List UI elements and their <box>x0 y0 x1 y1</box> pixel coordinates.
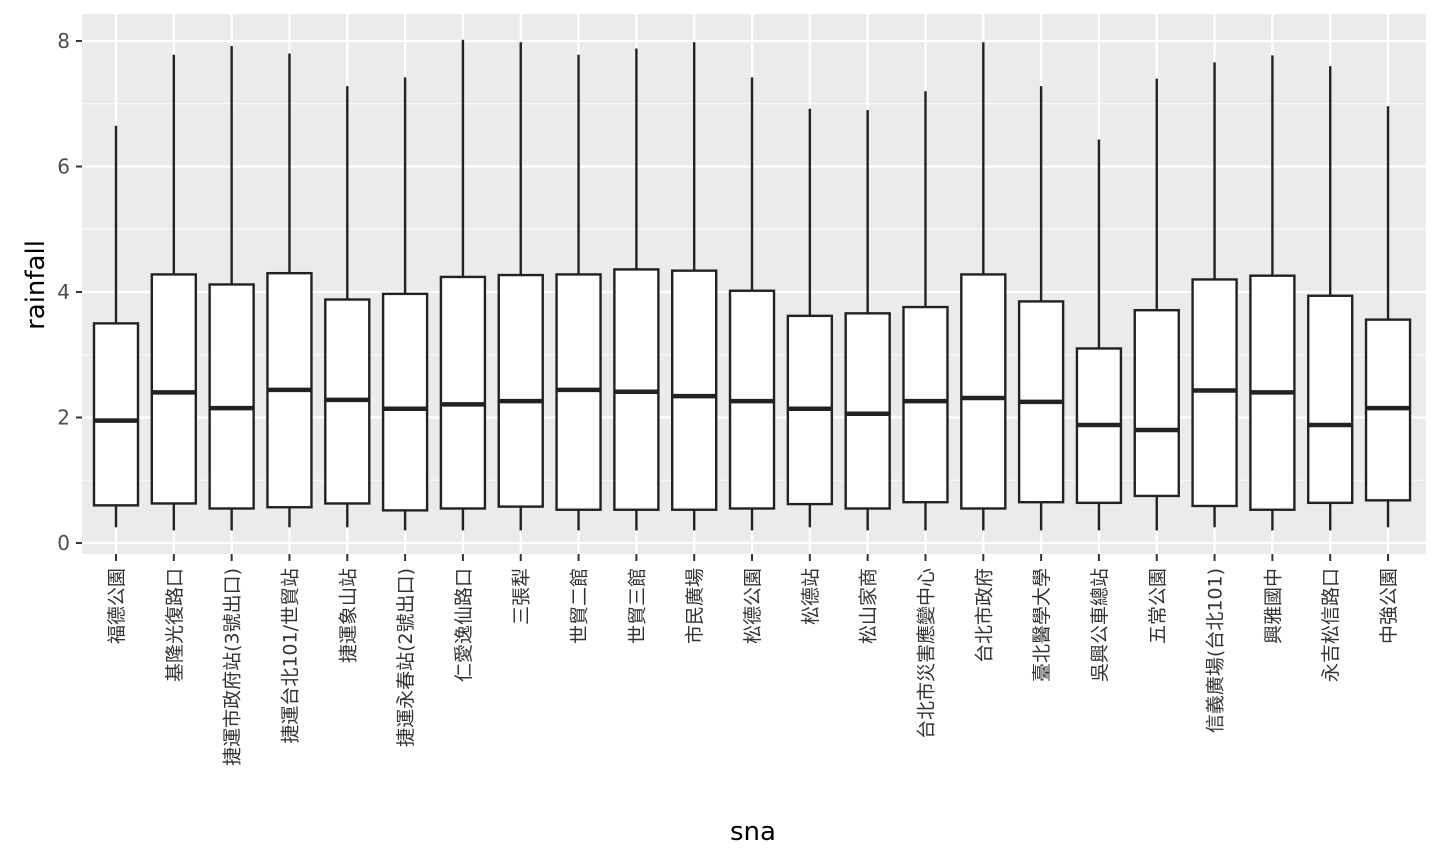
box-group <box>324 86 371 528</box>
y-tick-label: 4 <box>57 280 70 304</box>
x-tick-label: 臺北醫學大學 <box>1031 568 1053 682</box>
box-group <box>555 54 602 531</box>
x-tick-label: 三張犁 <box>511 568 533 625</box>
box <box>1307 294 1354 505</box>
box-group <box>92 125 140 528</box>
box-group <box>1017 86 1065 531</box>
x-tick-label: 松德站 <box>800 568 822 625</box>
x-tick-label: 捷運市政府站(3號出口) <box>222 568 244 766</box>
box-group <box>671 42 718 531</box>
box <box>902 305 949 504</box>
box-group <box>902 91 949 531</box>
x-tick-label: 世貿二館 <box>569 568 591 644</box>
box-group <box>1249 55 1296 531</box>
y-tick-label: 6 <box>57 155 70 179</box>
box-group <box>266 53 313 528</box>
box-group <box>497 42 544 531</box>
box <box>497 273 544 508</box>
x-tick-label: 世貿三館 <box>626 568 648 644</box>
box <box>150 273 198 505</box>
x-tick-label: 吳興公車總站 <box>1089 568 1111 682</box>
box-group <box>381 77 429 531</box>
x-tick-label: 仁愛逸仙路口 <box>453 568 475 682</box>
x-tick-label: 市民廣場 <box>684 568 706 644</box>
y-tick-label: 8 <box>57 29 70 53</box>
box-group <box>1075 139 1123 531</box>
box-group <box>1133 78 1180 531</box>
x-tick-label: 基隆光復路口 <box>164 568 186 682</box>
x-axis: 福德公園 基隆光復路口 捷運市政府站(3號出口) 捷運台北101/世貿站 捷運象山站 捷運… <box>106 554 1400 766</box>
box <box>208 283 255 510</box>
box-group <box>613 48 660 531</box>
x-tick-label: 永吉松信路口 <box>1320 568 1342 682</box>
x-tick-label: 捷運台北101/世貿站 <box>279 568 301 744</box>
box-group <box>1364 106 1412 528</box>
x-tick-label: 興雅國中 <box>1262 568 1284 644</box>
x-tick-label: 捷運象山站 <box>337 568 359 663</box>
x-tick-label: 松山家商 <box>858 568 880 644</box>
box-group <box>1307 66 1354 531</box>
x-tick-label: 捷運永春站(2號出口) <box>395 568 417 747</box>
box-group <box>150 54 198 531</box>
box <box>960 273 1007 510</box>
box <box>671 269 718 511</box>
y-tick-label: 2 <box>57 406 70 430</box>
boxes <box>92 39 1412 531</box>
box <box>1133 308 1180 498</box>
y-axis-title: rainfall <box>21 240 51 330</box>
box <box>844 312 891 510</box>
box-group <box>844 110 891 531</box>
x-tick-label: 中強公園 <box>1378 568 1400 644</box>
box <box>92 322 140 507</box>
y-tick-label: 0 <box>57 531 70 555</box>
box-group <box>960 42 1007 531</box>
x-tick-label: 台北市政府 <box>973 568 995 663</box>
x-tick-label: 松德公園 <box>742 568 764 644</box>
box-group <box>786 108 834 528</box>
x-tick-label: 信義廣場(台北101) <box>1205 568 1227 733</box>
box-group <box>728 77 776 531</box>
x-axis-title: sna <box>730 817 776 847</box>
box <box>439 275 487 510</box>
box-group <box>208 46 255 531</box>
y-axis: 0 2 4 6 8 <box>57 29 82 555</box>
box <box>381 292 429 512</box>
box-group <box>439 39 487 531</box>
box-group <box>1191 62 1238 528</box>
x-tick-label: 台北市災害應變中心 <box>914 568 937 739</box>
x-tick-label: 福德公園 <box>106 568 128 644</box>
x-tick-label: 五常公園 <box>1147 568 1169 644</box>
